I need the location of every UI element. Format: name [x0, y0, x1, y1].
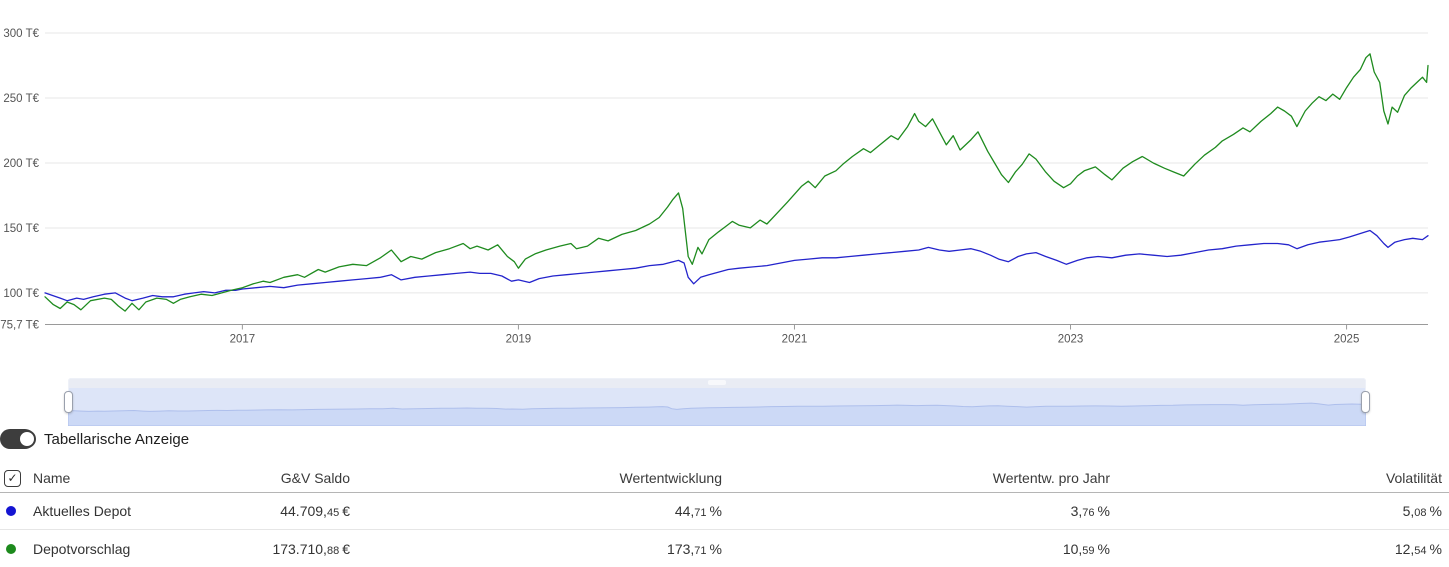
row-name: Depotvorschlag [33, 540, 131, 557]
table-header-row: ✓ Name G&V Saldo Wertentwicklung Wertent… [0, 464, 1449, 493]
row-name: Aktuelles Depot [33, 503, 132, 519]
select-all-checkbox-cell: ✓ [0, 469, 28, 487]
header-wertentwicklung: Wertentwicklung [619, 470, 722, 486]
row-wertentw-pro-jahr: 3,76% [1070, 503, 1110, 519]
performance-chart: 300 T€ 250 T€ 200 T€ 150 T€ 100 T€ 75,7 T€ 201… [0, 28, 1429, 346]
svg-text:2021: 2021 [782, 334, 808, 346]
table-view-toggle-label: Tabellarische Anzeige [44, 430, 190, 448]
table-view-toggle[interactable] [0, 429, 36, 449]
row-saldo: 44.709,45 € [280, 503, 350, 519]
table-view-toggle-row: Tabellarische Anzeige [0, 427, 189, 451]
svg-text:250 T€: 250 T€ [3, 93, 39, 105]
row-wertentwicklung: 173,71% [667, 540, 722, 557]
svg-text:2019: 2019 [506, 334, 532, 346]
header-saldo: G&V Saldo [280, 470, 350, 486]
svg-text:2017: 2017 [230, 334, 256, 346]
performance-table: ✓ Name G&V Saldo Wertentwicklung Wertent… [0, 464, 1449, 567]
select-all-checkbox[interactable]: ✓ [4, 469, 21, 487]
performance-chart-canvas: 300 T€ 250 T€ 200 T€ 150 T€ 100 T€ 75,7 T€ 201… [0, 28, 1429, 346]
green-series-dot-icon [6, 543, 16, 554]
svg-text:100 T€: 100 T€ [3, 288, 39, 300]
series-dot-cell [0, 543, 28, 554]
row-saldo: 173.710,88 € [272, 540, 350, 557]
svg-text:2023: 2023 [1058, 334, 1084, 346]
row-wertentw-pro-jahr: 10,59% [1062, 540, 1110, 557]
svg-text:300 T€: 300 T€ [3, 28, 39, 40]
blue-series-dot-icon [6, 506, 16, 516]
header-wertentw-pro-jahr: Wertentw. pro Jahr [992, 470, 1110, 486]
row-volatilitaet: 5,08% [1402, 503, 1442, 519]
svg-text:75,7 T€: 75,7 T€ [0, 320, 39, 332]
slider-left-handle[interactable] [64, 391, 73, 413]
series-dot-cell [0, 506, 28, 516]
svg-text:200 T€: 200 T€ [3, 158, 39, 170]
toggle-knob-icon [18, 430, 36, 448]
header-volatilitaet: Volatilität [1385, 470, 1442, 486]
row-volatilitaet: 12,54% [1394, 540, 1442, 557]
row-wertentwicklung: 44,71% [674, 503, 722, 519]
slider-grip-handle[interactable] [708, 380, 726, 385]
time-range-slider[interactable] [64, 378, 1370, 426]
slider-right-handle[interactable] [1361, 391, 1370, 413]
svg-text:2025: 2025 [1334, 334, 1360, 346]
checkmark-icon: ✓ [7, 471, 18, 485]
svg-text:150 T€: 150 T€ [3, 223, 39, 235]
table-row-depotvorschlag: Depotvorschlag 173.710,88 € 173,71% 10,59… [0, 530, 1449, 567]
header-name: Name [33, 470, 71, 486]
slider-mini-chart [68, 402, 1366, 426]
table-row-aktuelles-depot: Aktuelles Depot 44.709,45 € 44,71% 3,76% … [0, 493, 1449, 530]
